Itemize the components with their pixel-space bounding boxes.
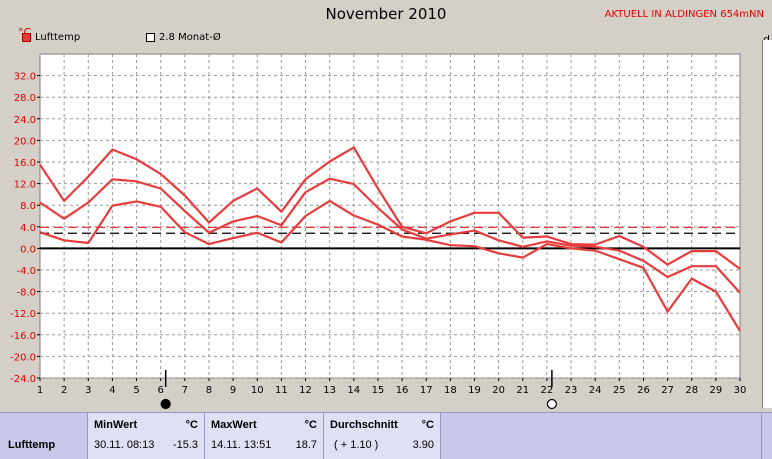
x-tick-label: 14	[347, 385, 360, 396]
x-tick-label: 9	[230, 385, 236, 396]
x-tick-label: 21	[516, 385, 529, 396]
y-tick-label: -20.0	[10, 352, 36, 363]
full-moon-icon	[546, 398, 557, 410]
x-tick-label: 18	[444, 385, 457, 396]
y-tick-label: -16.0	[10, 331, 36, 342]
y-tick-label: 28.0	[14, 93, 36, 104]
min-header: MinWert	[94, 419, 138, 431]
y-tick-label: -8.0	[16, 288, 36, 299]
chart-title: November 2010	[325, 5, 447, 23]
x-tick-label: 22	[541, 385, 554, 396]
x-tick-label: 8	[206, 385, 212, 396]
x-tick-label: 30	[734, 385, 747, 396]
row-label: Lufttemp	[8, 439, 56, 451]
x-tick-label: 2	[61, 385, 67, 396]
statistics-table: Lufttemp MinWert °C 30.11. 08:13 -15.3 M…	[0, 412, 772, 459]
x-tick-label: 3	[85, 385, 91, 396]
x-tick-label: 5	[133, 385, 139, 396]
y-tick-label: -4.0	[16, 266, 36, 277]
x-tick-label: 24	[589, 385, 602, 396]
average-header: Durchschnitt	[330, 419, 398, 431]
new-moon-icon	[160, 398, 171, 410]
empty-cell	[441, 413, 762, 459]
x-tick-label: 7	[182, 385, 188, 396]
legend-item-monthly-average: 2.8 Monat-Ø	[146, 32, 221, 43]
x-tick-label: 15	[372, 385, 385, 396]
average-delta: ( + 1.10 )	[334, 439, 379, 451]
y-tick-label: 32.0	[14, 72, 36, 83]
x-tick-label: 17	[420, 385, 433, 396]
y-tick-label: -24.0	[10, 374, 36, 385]
x-tick-label: 13	[323, 385, 336, 396]
min-value: -15.3	[172, 439, 198, 451]
average-cell: Durchschnitt °C ( + 1.10 ) 3.90	[324, 413, 441, 459]
x-tick-label: 16	[396, 385, 409, 396]
y-tick-label: 8.0	[20, 201, 36, 212]
max-value: 18.7	[295, 439, 317, 451]
reference-lines	[40, 226, 740, 250]
x-tick-label: 25	[613, 385, 626, 396]
max-header: MaxWert	[211, 419, 257, 431]
x-tick-label: 20	[492, 385, 505, 396]
y-tick-label: 0.0	[20, 244, 36, 255]
x-tick-label: 27	[661, 385, 674, 396]
legend-swatch-red	[22, 33, 31, 42]
temperature-series-line	[39, 146, 741, 270]
x-tick-label: 19	[468, 385, 481, 396]
x-tick-label: 26	[637, 385, 650, 396]
legend-item-lufttemp: Lufttemp	[22, 32, 80, 43]
y-tick-label: -12.0	[10, 309, 36, 320]
max-value-cell: MaxWert °C 14.11. 13:51 18.7	[205, 413, 324, 459]
x-tick-label: 23	[565, 385, 578, 396]
x-tick-label: 4	[109, 385, 115, 396]
x-tick-label: 6	[158, 385, 164, 396]
x-tick-label: 11	[275, 385, 288, 396]
x-tick-label: 12	[299, 385, 312, 396]
series-lines	[39, 146, 741, 332]
x-tick-label: 29	[709, 385, 722, 396]
temperature-series-line	[39, 177, 741, 294]
max-unit: °C	[304, 419, 317, 431]
y-tick-label: 12.0	[14, 180, 36, 191]
temperature-series-line	[39, 199, 741, 332]
temperature-chart: 32.0 28.0 24.0 20.0 16.0 12.0 8.0 4.0 0.0 -4.0 -8.…	[10, 53, 747, 410]
y-tick-label: 4.0	[20, 223, 36, 234]
max-datetime: 14.11. 13:51	[211, 439, 272, 451]
station-label: AKTUELL IN ALDINGEN 654mNN	[604, 9, 764, 20]
average-value: 3.90	[412, 439, 434, 451]
y-tick-label: 20.0	[14, 136, 36, 147]
row-label-cell: Lufttemp	[0, 413, 88, 459]
moon-markers	[160, 370, 557, 410]
min-unit: °C	[185, 419, 198, 431]
x-tick-labels: 1 2 3 4 5 6 7 8 9 10 11 12 13 14 15 16 17 18 19 20 21 22 23 24 2…	[37, 378, 747, 396]
y-tick-labels: 32.0 28.0 24.0 20.0 16.0 12.0 8.0 4.0 0.0 -4.0 -8.…	[10, 72, 40, 385]
min-value-cell: MinWert °C 30.11. 08:13 -15.3	[88, 413, 205, 459]
legend-label: 2.8 Monat-Ø	[159, 32, 221, 43]
x-tick-label: 10	[251, 385, 264, 396]
plot-area	[39, 53, 741, 379]
edge-letter: d	[763, 33, 770, 46]
scroll-strip[interactable]	[762, 40, 772, 408]
min-datetime: 30.11. 08:13	[94, 439, 155, 451]
y-tick-label: 16.0	[14, 158, 36, 169]
legend-swatch-outline	[146, 33, 155, 42]
y-tick-label: 24.0	[14, 115, 36, 126]
average-unit: °C	[421, 419, 434, 431]
legend-label: Lufttemp	[35, 32, 81, 43]
x-tick-label: 28	[685, 385, 698, 396]
x-tick-label: 1	[37, 385, 43, 396]
